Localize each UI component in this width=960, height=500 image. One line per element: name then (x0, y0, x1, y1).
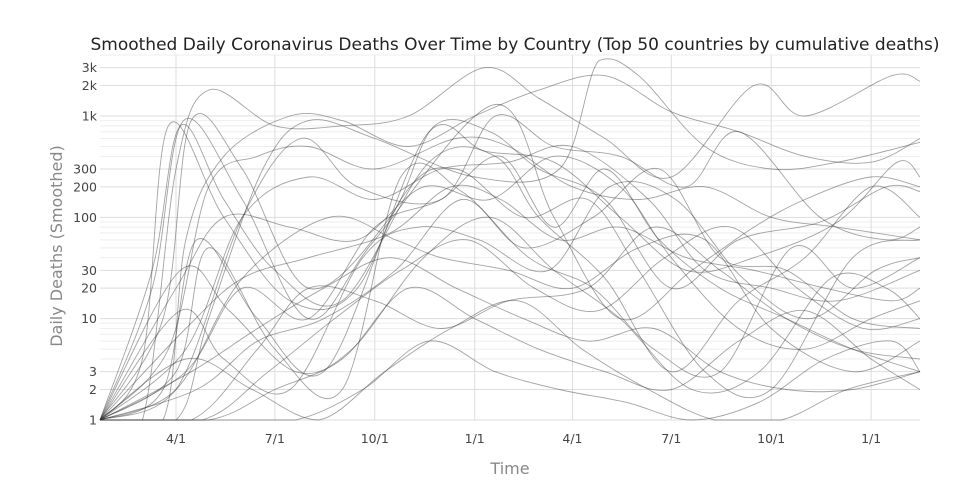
y-tick-label: 3k (82, 60, 98, 75)
series-line-7 (99, 113, 921, 421)
series-line-4 (99, 123, 921, 421)
x-tick-label: 7/1 (661, 431, 681, 446)
grid (100, 54, 920, 421)
series-line-3 (99, 58, 921, 421)
y-axis-title: Daily Deaths (Smoothed) (47, 145, 66, 347)
x-tick-label: 10/1 (757, 431, 785, 446)
y-tick-label: 100 (73, 210, 97, 225)
x-axis-ticks: 4/1 7/1 10/1 1/1 4/1 7/1 10/1 1/1 (166, 431, 881, 446)
series-line-25 (99, 340, 921, 421)
series-line-13 (99, 162, 921, 421)
y-tick-label: 300 (73, 161, 97, 176)
series-line-22 (99, 225, 921, 421)
series-line-6 (99, 104, 921, 421)
series-line-12 (99, 167, 921, 421)
x-tick-label: 4/1 (166, 431, 186, 446)
series-line-24 (99, 300, 921, 421)
y-tick-label: 1k (82, 109, 98, 124)
series-line-2 (99, 74, 921, 421)
y-tick-label: 30 (81, 263, 97, 278)
series-line-1 (99, 67, 921, 421)
series-line-15 (99, 184, 921, 421)
x-tick-label: 4/1 (562, 431, 582, 446)
series-line-14 (99, 155, 921, 421)
series-line-8 (99, 136, 921, 421)
series-line-16 (99, 167, 921, 421)
series-line-11 (99, 155, 921, 421)
y-axis-ticks: 1 2 3 10 20 30 100 200 300 1k 2k 3k (73, 60, 98, 427)
series-line-5 (99, 121, 921, 421)
y-tick-label: 10 (81, 311, 97, 326)
series-line-17 (99, 180, 921, 421)
series-line-10 (99, 144, 921, 421)
y-tick-label: 1 (89, 413, 97, 428)
series-layer (99, 58, 921, 421)
y-tick-label: 2 (89, 382, 97, 397)
x-tick-label: 1/1 (861, 431, 881, 446)
x-tick-label: 1/1 (465, 431, 485, 446)
y-tick-label: 200 (73, 179, 97, 194)
chart-title: Smoothed Daily Coronavirus Deaths Over T… (90, 35, 939, 55)
series-line-19 (99, 226, 921, 421)
series-line-20 (99, 216, 921, 421)
x-tick-label: 7/1 (265, 431, 285, 446)
series-line-23 (99, 286, 921, 421)
x-axis-title: Time (489, 459, 529, 478)
y-tick-label: 2k (82, 78, 98, 93)
series-line-21 (99, 257, 921, 421)
y-tick-label: 20 (81, 281, 97, 296)
y-tick-label: 3 (89, 364, 97, 379)
series-line-9 (99, 114, 921, 421)
x-tick-label: 10/1 (361, 431, 389, 446)
series-line-18 (99, 215, 921, 421)
